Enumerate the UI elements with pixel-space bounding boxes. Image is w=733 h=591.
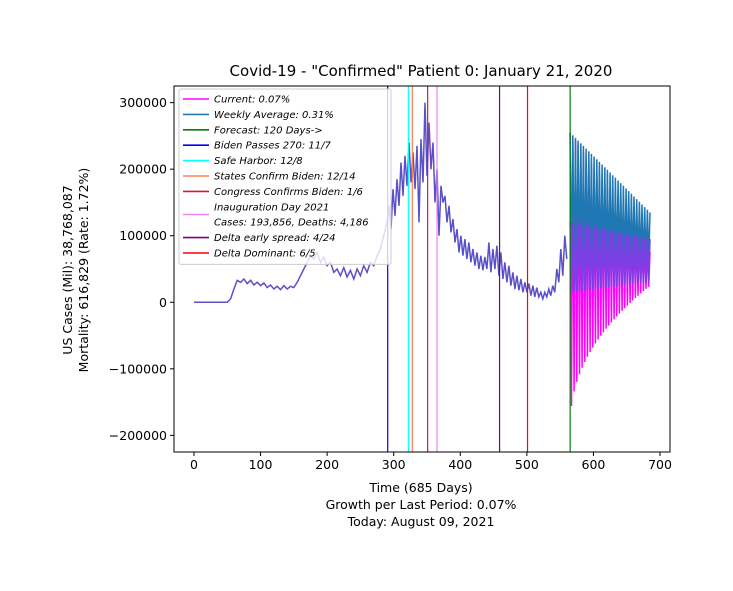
- legend-label: Delta Dominant: 6/5: [214, 249, 316, 260]
- legend-label: Delta early spread: 4/24: [214, 233, 335, 244]
- x-tick-label: 100: [249, 457, 273, 472]
- legend-label: States Confirm Biden: 12/14: [214, 172, 356, 183]
- axes: 0 100 200 300 400 500 600 700 −200000 −100000 0 100…: [109, 85, 672, 472]
- y-tick-label: 200000: [119, 162, 167, 177]
- y-tick-label: 0: [159, 295, 167, 310]
- series-line-3: [569, 132, 651, 273]
- y-tick-label: −100000: [109, 361, 167, 376]
- x-axis-label-line2: Growth per Last Period: 0.07%: [326, 497, 517, 512]
- x-tick-label: 400: [448, 457, 472, 472]
- y-tick-label: −200000: [109, 428, 167, 443]
- x-tick-label: 200: [315, 457, 339, 472]
- axes-frame: [173, 85, 671, 453]
- legend-label: Forecast: 120 Days->: [214, 125, 323, 136]
- legend-label: Safe Harbor: 12/8: [214, 156, 303, 167]
- legend-label: Biden Passes 270: 11/7: [214, 141, 332, 152]
- y-axis-label: US Cases (Mil): 38,768,087 Mortality: 61…: [60, 168, 91, 373]
- legend-label: Congress Confirms Biden: 1/6: [214, 187, 363, 198]
- x-tick-label: 0: [190, 457, 198, 472]
- legend-label: Weekly Average: 0.31%: [214, 110, 334, 121]
- y-axis-label-line1: US Cases (Mil): 38,768,087: [60, 185, 75, 354]
- x-tick-label: 600: [582, 457, 606, 472]
- y-tick-label: 300000: [119, 95, 167, 110]
- x-axis-label-line3: Today: August 09, 2021: [347, 514, 495, 529]
- x-tick-label: 700: [648, 457, 672, 472]
- legend-label: Cases: 193,856, Deaths: 4,186: [214, 218, 369, 229]
- chart-title: Covid-19 - "Confirmed" Patient 0: Januar…: [230, 62, 613, 80]
- series-line-4: [569, 222, 651, 293]
- x-axis-label-line1: Time (685 Days): [368, 480, 472, 495]
- x-tick-label: 500: [515, 457, 539, 472]
- legend: Current: 0.07% Weekly Average: 0.31% Forec…: [178, 88, 392, 265]
- x-axis-label: Time (685 Days) Growth per Last Period: …: [326, 480, 517, 529]
- plot-area: [194, 86, 651, 452]
- y-tick-label: 100000: [119, 228, 167, 243]
- y-axis-label-line2: Mortality: 616,829 (Rate: 1.72%): [76, 168, 91, 373]
- legend-label: Current: 0.07%: [214, 95, 290, 106]
- x-tick-label: 300: [382, 457, 406, 472]
- legend-box: [178, 88, 392, 265]
- legend-label: Inauguration Day 2021: [214, 202, 329, 213]
